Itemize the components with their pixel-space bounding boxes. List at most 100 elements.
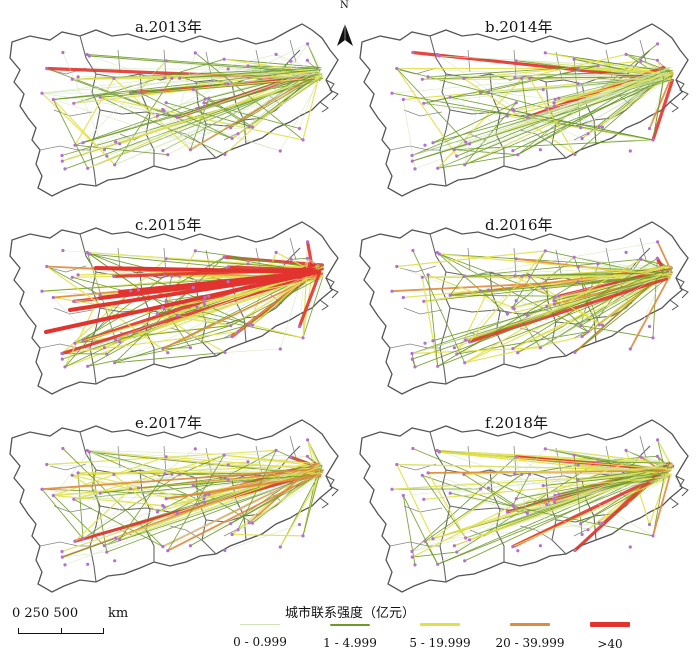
map-panel: b.2014年	[359, 18, 689, 197]
city-link	[436, 252, 508, 315]
city-link	[82, 448, 196, 539]
city-link	[427, 65, 599, 78]
city-point	[223, 350, 227, 354]
city-link	[307, 439, 321, 468]
city-link	[463, 473, 515, 508]
city-point	[401, 97, 405, 102]
city-point	[452, 544, 456, 548]
city-point	[511, 347, 515, 351]
city-link	[88, 451, 108, 553]
city-link	[456, 69, 670, 157]
city-link	[165, 102, 253, 128]
legend-label: 5 - 19.999	[409, 635, 471, 650]
city-point	[297, 126, 302, 131]
city-link	[275, 449, 315, 468]
city-point	[98, 491, 102, 495]
panel-title: b.2014年	[485, 18, 553, 36]
city-link	[203, 102, 300, 129]
city-link	[515, 456, 528, 514]
city-point	[161, 107, 165, 112]
city-link	[41, 463, 320, 490]
city-point	[102, 346, 106, 350]
city-link	[629, 276, 671, 350]
city-point	[624, 250, 628, 254]
city-point	[105, 550, 109, 554]
city-link	[553, 102, 600, 128]
city-link	[577, 464, 672, 476]
city-point	[60, 159, 64, 163]
city-link	[114, 351, 226, 364]
city-link	[517, 72, 667, 156]
city-link	[223, 58, 318, 68]
city-point	[596, 262, 600, 266]
city-point	[229, 522, 233, 526]
city-link	[177, 70, 319, 118]
city-point	[411, 50, 415, 55]
city-point	[113, 163, 117, 167]
legend-label: 20 - 39.999	[495, 636, 565, 650]
city-link	[469, 68, 667, 145]
city-link	[469, 80, 672, 145]
city-point	[514, 257, 518, 261]
legend-item: 0 - 0.999	[210, 622, 310, 649]
city-point	[579, 126, 583, 130]
city-point	[410, 159, 414, 163]
city-point	[170, 274, 174, 278]
legend-swatch	[330, 623, 370, 626]
city-link	[648, 72, 674, 130]
city-point	[656, 42, 660, 46]
city-point	[81, 537, 85, 541]
city-point	[61, 248, 65, 253]
city-point	[552, 497, 556, 501]
city-link	[423, 476, 670, 500]
city-point	[422, 299, 426, 303]
city-point	[63, 563, 67, 567]
city-link	[580, 471, 664, 525]
city-point	[553, 295, 557, 299]
city-link	[106, 68, 320, 157]
city-link	[427, 73, 667, 78]
city-link	[61, 331, 239, 355]
city-point	[435, 52, 439, 57]
city-point	[431, 141, 435, 145]
city-point	[105, 154, 109, 158]
city-link	[52, 98, 116, 166]
city-links	[391, 43, 674, 170]
city-point	[462, 274, 466, 278]
city-point	[639, 455, 643, 459]
city-links	[391, 439, 675, 566]
city-link	[138, 91, 233, 139]
city-point	[557, 96, 561, 100]
city-link	[449, 275, 465, 296]
city-point	[413, 563, 417, 567]
city-point	[278, 347, 282, 351]
city-point	[175, 511, 179, 515]
city-link	[463, 241, 658, 277]
city-link	[542, 79, 669, 90]
city-point	[226, 463, 230, 467]
city-point	[452, 148, 456, 152]
city-link	[52, 456, 167, 497]
city-point	[250, 323, 255, 327]
city-point	[520, 274, 524, 278]
city-point	[60, 549, 64, 554]
city-point	[486, 90, 491, 94]
city-point	[401, 295, 405, 300]
city-link	[223, 454, 314, 465]
city-point	[436, 562, 440, 566]
city-link	[189, 75, 315, 151]
city-link	[439, 55, 528, 118]
city-link	[249, 43, 308, 128]
city-link	[411, 71, 665, 162]
city-point	[113, 559, 117, 563]
city-point	[274, 448, 278, 452]
city-link	[251, 267, 318, 326]
city-link	[86, 450, 205, 503]
city-link	[163, 275, 173, 310]
city-link	[396, 68, 548, 109]
city-point	[161, 503, 165, 508]
city-link	[138, 474, 314, 489]
city-point	[178, 76, 182, 80]
city-point	[170, 76, 174, 80]
city-link	[44, 270, 320, 334]
